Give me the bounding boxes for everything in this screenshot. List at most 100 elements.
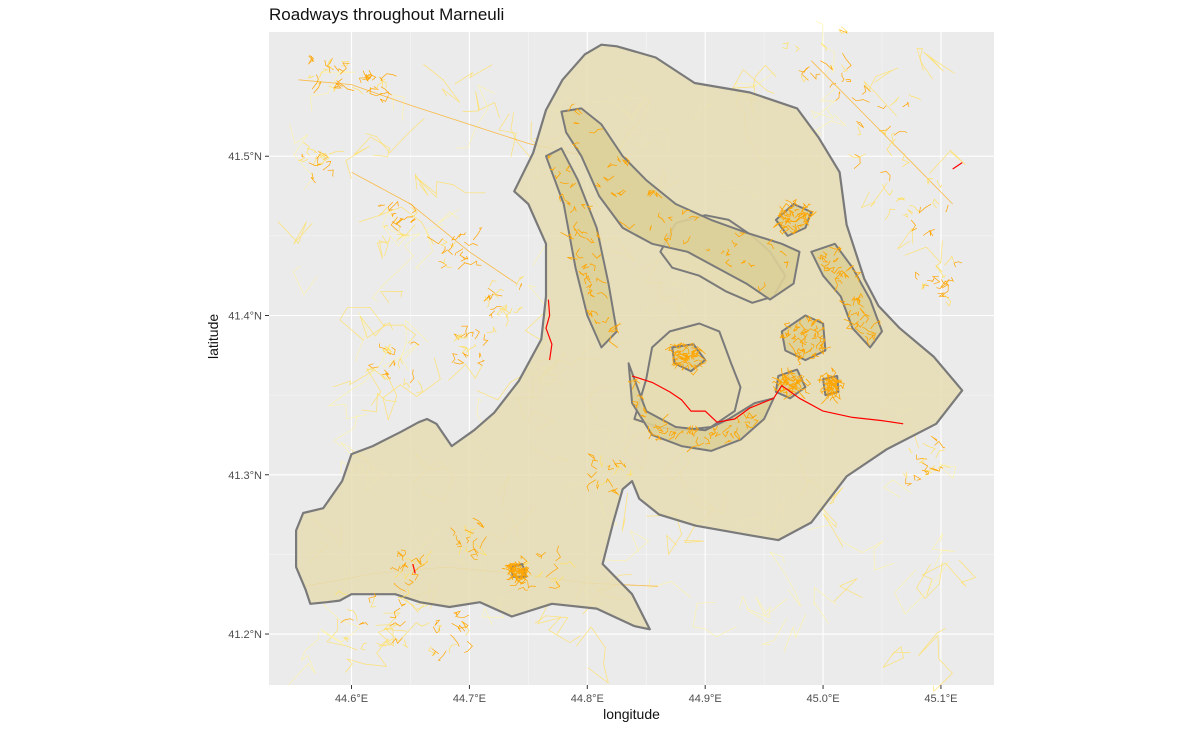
- local-road: [434, 619, 441, 626]
- local-road: [814, 325, 820, 335]
- local-road: [931, 275, 941, 285]
- major-road: [952, 162, 963, 170]
- local-road: [679, 356, 689, 361]
- local-road: [506, 564, 512, 570]
- minor-road: [326, 618, 358, 651]
- local-road: [587, 453, 596, 461]
- minor-road: [456, 84, 496, 149]
- minor-road: [414, 173, 429, 197]
- local-road: [450, 634, 460, 647]
- local-road: [555, 576, 564, 590]
- local-road: [856, 322, 865, 328]
- minor-road: [288, 632, 320, 685]
- local-road: [845, 265, 855, 272]
- local-road: [823, 382, 829, 387]
- local-road: [395, 218, 403, 228]
- local-road: [589, 288, 595, 298]
- local-road: [381, 348, 390, 355]
- local-road: [841, 64, 848, 73]
- local-road: [574, 108, 583, 116]
- x-tick-label: 45.0°E: [806, 693, 839, 705]
- local-road: [809, 72, 821, 80]
- local-road: [451, 622, 462, 633]
- local-road: [779, 221, 784, 226]
- local-road: [934, 440, 945, 449]
- local-road: [826, 375, 835, 387]
- local-road: [877, 105, 887, 110]
- local-road: [794, 45, 800, 52]
- local-road: [780, 217, 790, 223]
- local-road: [366, 86, 380, 93]
- local-road: [505, 313, 510, 327]
- local-road: [803, 219, 809, 226]
- local-road: [757, 282, 766, 292]
- local-road: [555, 545, 561, 562]
- local-road: [461, 620, 469, 629]
- local-road: [595, 182, 601, 188]
- local-road: [854, 325, 865, 334]
- y-tick-label: 41.3°N: [228, 470, 262, 482]
- local-road: [818, 343, 825, 349]
- local-road: [722, 425, 733, 433]
- local-road: [844, 304, 852, 306]
- local-road: [688, 361, 695, 368]
- local-road: [879, 128, 887, 136]
- local-road: [431, 648, 439, 656]
- local-road: [941, 285, 949, 299]
- local-road: [340, 618, 354, 624]
- region-shapes: [295, 43, 964, 631]
- local-road: [801, 67, 809, 81]
- local-road: [384, 369, 390, 376]
- minor-road: [365, 118, 425, 154]
- local-road: [797, 212, 804, 216]
- local-road: [686, 445, 698, 453]
- local-road: [596, 480, 600, 490]
- local-road: [792, 225, 799, 235]
- local-road: [821, 392, 829, 405]
- local-road: [573, 221, 578, 232]
- local-road: [402, 639, 409, 648]
- local-road: [864, 336, 870, 346]
- local-road: [673, 348, 686, 353]
- local-road: [313, 155, 317, 165]
- local-road: [453, 336, 468, 342]
- local-road: [477, 359, 485, 366]
- local-road: [400, 549, 406, 557]
- local-road: [455, 333, 463, 339]
- local-road: [726, 252, 730, 255]
- local-road: [766, 238, 775, 250]
- minor-road: [833, 578, 863, 602]
- local-road: [464, 241, 478, 246]
- local-road: [772, 377, 782, 386]
- local-road: [806, 347, 813, 354]
- local-road: [785, 378, 795, 382]
- local-road: [798, 224, 804, 228]
- local-road: [821, 255, 829, 263]
- local-road: [572, 142, 580, 149]
- local-road: [398, 599, 407, 607]
- minor-road: [692, 601, 737, 638]
- local-road: [885, 208, 896, 220]
- local-road: [806, 212, 814, 218]
- local-road: [457, 262, 471, 270]
- local-road: [734, 427, 738, 435]
- local-road: [841, 72, 845, 83]
- local-road: [503, 304, 509, 318]
- minor-road: [904, 240, 943, 264]
- minor-road: [392, 95, 405, 121]
- local-road: [720, 250, 725, 254]
- local-road: [820, 60, 833, 71]
- local-road: [458, 232, 466, 238]
- local-road: [826, 391, 831, 396]
- local-road: [388, 200, 399, 211]
- local-road: [586, 310, 591, 317]
- local-road: [783, 393, 793, 400]
- minor-road: [289, 124, 314, 191]
- local-road: [831, 387, 834, 391]
- minor-road: [761, 617, 788, 645]
- local-road: [819, 339, 826, 347]
- local-road: [379, 79, 387, 88]
- local-road: [594, 319, 601, 325]
- local-road: [627, 378, 638, 384]
- local-road: [324, 60, 331, 73]
